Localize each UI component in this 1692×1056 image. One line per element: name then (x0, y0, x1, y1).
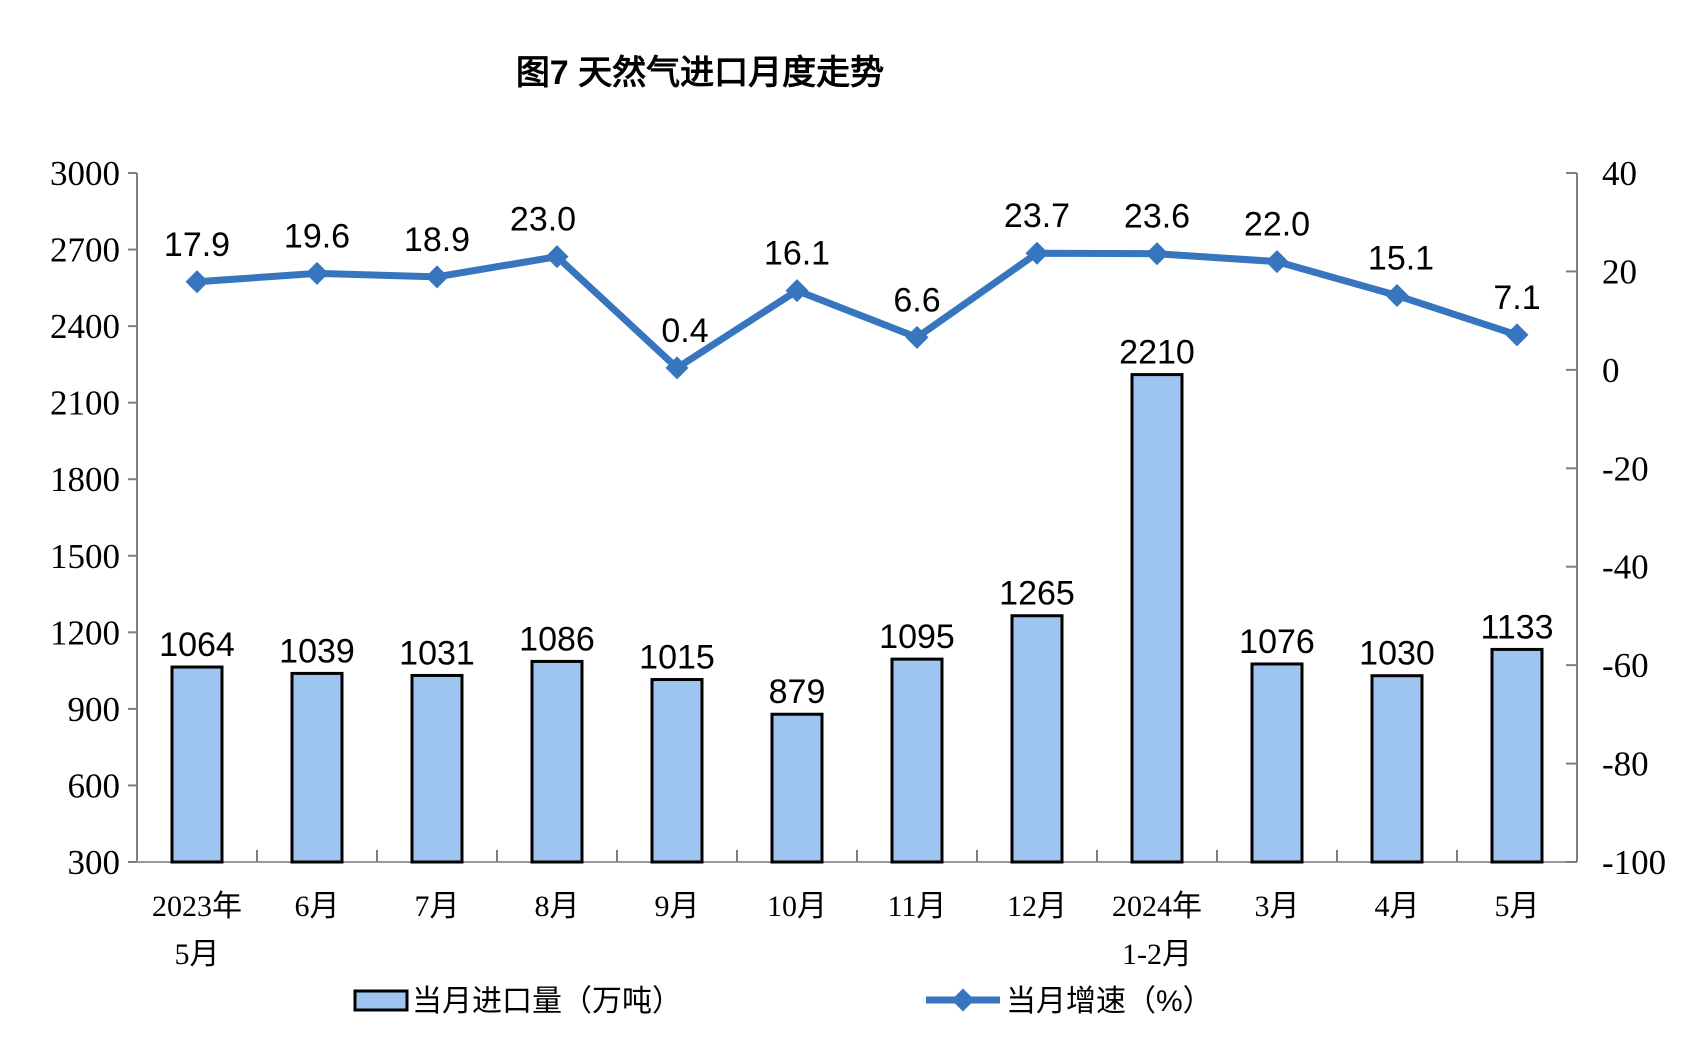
line-value-label: 15.1 (1368, 240, 1434, 278)
x-axis-label: 5月 (1495, 890, 1540, 923)
bar-value-label: 1095 (879, 618, 955, 656)
bar-value-label: 1086 (519, 620, 595, 658)
line-marker-diamond (785, 279, 809, 303)
line-value-label: 7.1 (1493, 279, 1540, 317)
x-axis-label: 2024年 (1112, 890, 1202, 923)
right-axis-tick-label: 0 (1602, 351, 1620, 390)
legend-bar-label: 当月进口量（万吨） (412, 985, 682, 1018)
right-axis-tick-label: -40 (1602, 548, 1649, 587)
x-axis-label: 8月 (535, 890, 580, 923)
x-axis-label: 11月 (888, 890, 947, 923)
x-axis-label: 12月 (1007, 890, 1067, 923)
chart-title: 图7 天然气进口月度走势 (516, 53, 884, 92)
right-axis-tick-label: -100 (1602, 843, 1666, 882)
bar (1250, 662, 1304, 864)
bar (1130, 373, 1184, 864)
legend-line-marker-diamond (951, 988, 975, 1012)
line-value-label: 19.6 (284, 217, 350, 255)
line-marker-diamond (905, 325, 929, 349)
bar-value-label: 1076 (1239, 623, 1315, 661)
x-axis-label: 7月 (415, 890, 460, 923)
line-value-label: 23.6 (1124, 198, 1190, 236)
legend-line-label: 当月增速（%） (1006, 985, 1213, 1018)
line-value-label: 17.9 (164, 226, 230, 264)
bar-value-label: 1030 (1359, 635, 1435, 673)
bar-value-label: 879 (769, 673, 826, 711)
right-axis-tick-label: -60 (1602, 646, 1649, 685)
bar (650, 678, 704, 864)
line-marker-diamond (545, 245, 569, 269)
left-axis-tick-label: 3000 (50, 154, 120, 193)
bar (530, 659, 584, 864)
bar-value-label: 1039 (279, 632, 355, 670)
line-marker-diamond (305, 261, 329, 285)
legend-bar-swatch (353, 989, 409, 1012)
x-axis-label: 1-2月 (1122, 938, 1192, 971)
left-axis-tick-label: 1500 (50, 537, 120, 576)
left-axis-tick-label: 300 (68, 843, 121, 882)
left-axis-tick-label: 2700 (50, 231, 120, 270)
x-axis-label: 5月 (175, 938, 220, 971)
bar (890, 657, 944, 864)
line-value-label: 0.4 (661, 312, 708, 350)
left-axis-tick-label: 1800 (50, 460, 120, 499)
left-axis-tick-label: 2400 (50, 307, 120, 346)
line-value-label: 16.1 (764, 235, 830, 273)
line-marker-diamond (1025, 241, 1049, 265)
line-marker-diamond (1145, 242, 1169, 266)
x-axis-label: 3月 (1255, 890, 1300, 923)
left-axis-tick-label: 2100 (50, 384, 120, 423)
line-value-label: 22.0 (1244, 206, 1310, 244)
line-value-label: 18.9 (404, 221, 470, 259)
bar (1490, 647, 1544, 864)
bar (410, 673, 464, 864)
right-axis-tick-label: -20 (1602, 449, 1649, 488)
line-value-label: 6.6 (893, 281, 940, 319)
bar (170, 665, 224, 864)
bar (1370, 674, 1424, 864)
bar (1010, 614, 1064, 864)
line-marker-diamond (425, 265, 449, 289)
bar-value-label: 1031 (399, 634, 475, 672)
bar (770, 712, 824, 864)
right-axis-tick-label: 40 (1602, 154, 1637, 193)
bar-value-label: 2210 (1119, 334, 1195, 372)
left-axis-tick-label: 900 (68, 690, 121, 729)
line-marker-diamond (665, 356, 689, 380)
right-axis-tick-label: -80 (1602, 745, 1649, 784)
bar-value-label: 1015 (639, 639, 715, 677)
trend-line (193, 249, 1521, 372)
bar (290, 671, 344, 864)
x-axis-label: 9月 (655, 890, 700, 923)
left-axis-tick-label: 1200 (50, 613, 120, 652)
right-axis-tick-label: 20 (1602, 252, 1637, 291)
bar-value-label: 1133 (1480, 608, 1553, 646)
x-axis-label: 4月 (1375, 890, 1420, 923)
line-marker-diamond (1505, 323, 1529, 347)
bar-value-label: 1265 (999, 575, 1075, 613)
line-marker-diamond (185, 270, 209, 294)
line-marker-diamond (1265, 250, 1289, 274)
bar-value-label: 1064 (159, 626, 235, 664)
line-value-label: 23.7 (1004, 197, 1070, 235)
x-axis-label: 2023年 (152, 890, 242, 923)
x-axis-label: 6月 (295, 890, 340, 923)
x-axis-label: 10月 (767, 890, 827, 923)
left-axis-tick-label: 600 (68, 766, 121, 805)
line-marker-diamond (1385, 284, 1409, 308)
line-value-label: 23.0 (510, 201, 576, 239)
